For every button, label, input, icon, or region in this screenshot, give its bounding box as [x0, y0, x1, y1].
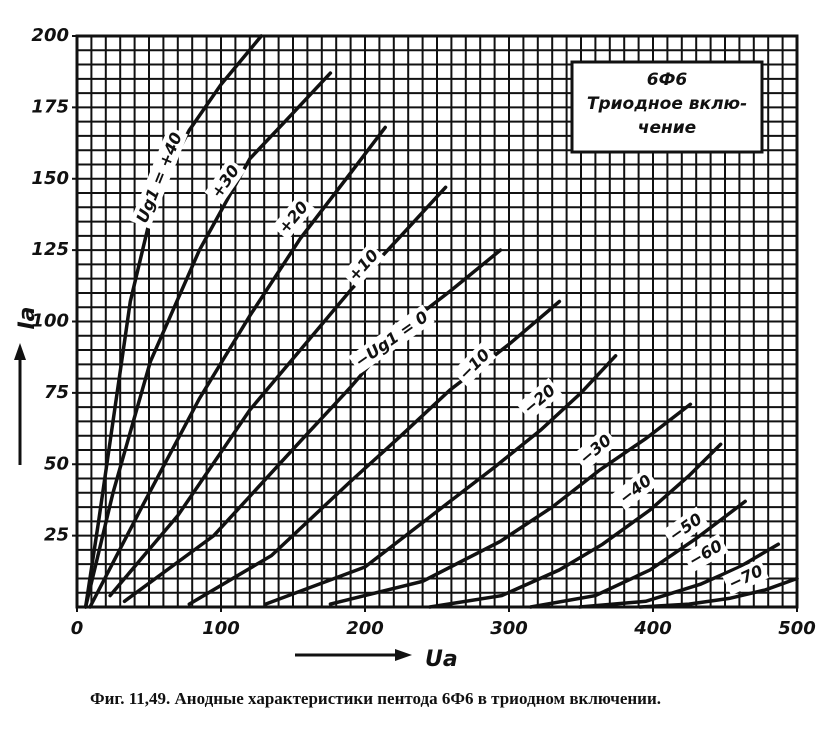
- x-tick-label: 0: [71, 618, 84, 639]
- y-tick-label: 50: [44, 453, 69, 474]
- curve-label-bg: [271, 194, 315, 241]
- y-axis-label: Ia: [15, 306, 40, 329]
- curve: [108, 185, 448, 598]
- curve: [83, 71, 333, 609]
- curve: [187, 299, 562, 606]
- curve: [122, 248, 503, 604]
- curve: [88, 125, 387, 609]
- curve-label-bg: [612, 468, 659, 511]
- curve-label-bg: [130, 126, 188, 229]
- curve: [83, 34, 264, 609]
- y-tick-label: 75: [44, 382, 69, 403]
- box-line: Триодное вклю-: [587, 94, 747, 114]
- x-tick-label: 300: [490, 618, 528, 639]
- y-tick-label: 200: [31, 25, 69, 46]
- curve-label-bg: [682, 533, 729, 573]
- x-arrow-head: [395, 649, 412, 661]
- x-tick-label: 100: [202, 618, 240, 639]
- curve-label-bg: [662, 506, 709, 548]
- y-arrow-head: [14, 343, 26, 360]
- curve-label-bg: [348, 304, 435, 374]
- caption: Фиг. 11,49. Анодные характеристики пенто…: [90, 689, 662, 708]
- curve: [528, 499, 747, 609]
- x-tick-label: 500: [778, 618, 816, 639]
- info-box: [570, 60, 764, 154]
- y-tick-label: 100: [31, 311, 69, 332]
- curve-label-bg: [204, 158, 246, 205]
- x-tick-label: 400: [633, 618, 672, 639]
- curve-label-bg: [572, 427, 619, 471]
- curve: [638, 576, 799, 609]
- chart: 6Ф6 Триодное вклю- чение Ua Ia 0 100 200 30…: [14, 25, 816, 672]
- curve-label-bg: [452, 342, 497, 387]
- y-tick-label: 25: [44, 525, 69, 546]
- curve: [577, 542, 781, 609]
- curve: [428, 442, 723, 609]
- curve-label-bg: [722, 558, 769, 596]
- y-tick-label: 150: [31, 168, 69, 189]
- y-tick-label: 125: [31, 239, 69, 260]
- x-axis-label: Ua: [425, 647, 458, 672]
- y-tick-label: 175: [31, 96, 69, 117]
- box-line: 6Ф6: [647, 70, 688, 90]
- box-line: чение: [638, 118, 696, 138]
- x-tick-label: 200: [346, 618, 384, 639]
- grid: [77, 36, 797, 607]
- curve: [328, 402, 693, 606]
- curve-label-bg: [516, 377, 563, 421]
- curve-label-bg: [341, 242, 386, 288]
- curve: [263, 354, 618, 606]
- curve-label: −Ug1 = 0: [351, 307, 431, 371]
